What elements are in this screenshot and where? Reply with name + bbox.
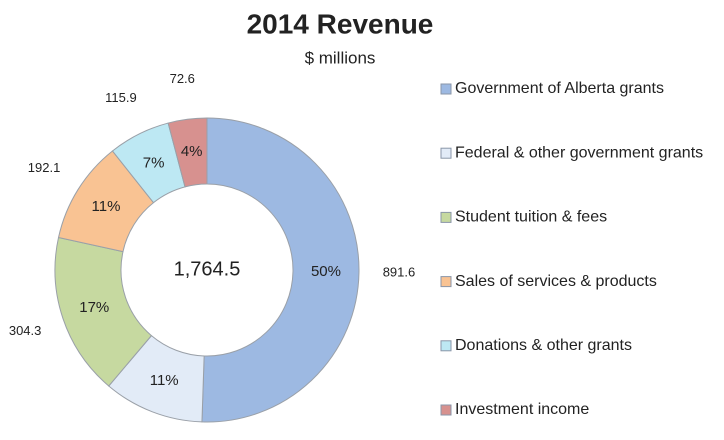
percentage-label: 50% — [311, 263, 341, 280]
value-label: 192.1 — [28, 160, 61, 175]
donut-slice — [167, 117, 208, 188]
percentage-label: 7% — [143, 155, 165, 172]
legend-label: Student tuition & fees — [455, 209, 607, 226]
legend-swatch — [440, 83, 452, 95]
legend-label: Investment income — [455, 401, 589, 418]
value-label: 72.6 — [170, 71, 195, 86]
chart-title: 2014 Revenue — [247, 8, 434, 39]
value-label: 115.9 — [105, 90, 137, 105]
legend-swatch — [440, 147, 452, 159]
legend-swatch — [440, 276, 452, 288]
legend-label: Donations & other grants — [455, 337, 632, 354]
legend-swatch — [440, 404, 452, 416]
legend-swatch — [440, 340, 452, 352]
value-label: 891.6 — [383, 265, 416, 280]
percentage-label: 17% — [79, 299, 109, 316]
value-label: 304.3 — [9, 323, 42, 338]
center-total: 1,764.5 — [174, 258, 241, 280]
legend-label: Federal & other government grants — [455, 144, 703, 161]
donut-slice — [201, 117, 360, 423]
percentage-label: 11% — [92, 198, 121, 215]
chart-subtitle: $ millions — [305, 48, 376, 67]
legend-label: Government of Alberta grants — [455, 80, 664, 97]
percentage-label: 11% — [150, 372, 179, 389]
legend-swatch — [440, 211, 452, 223]
percentage-label: 4% — [181, 143, 203, 160]
legend-label: Sales of services & products — [455, 273, 657, 290]
